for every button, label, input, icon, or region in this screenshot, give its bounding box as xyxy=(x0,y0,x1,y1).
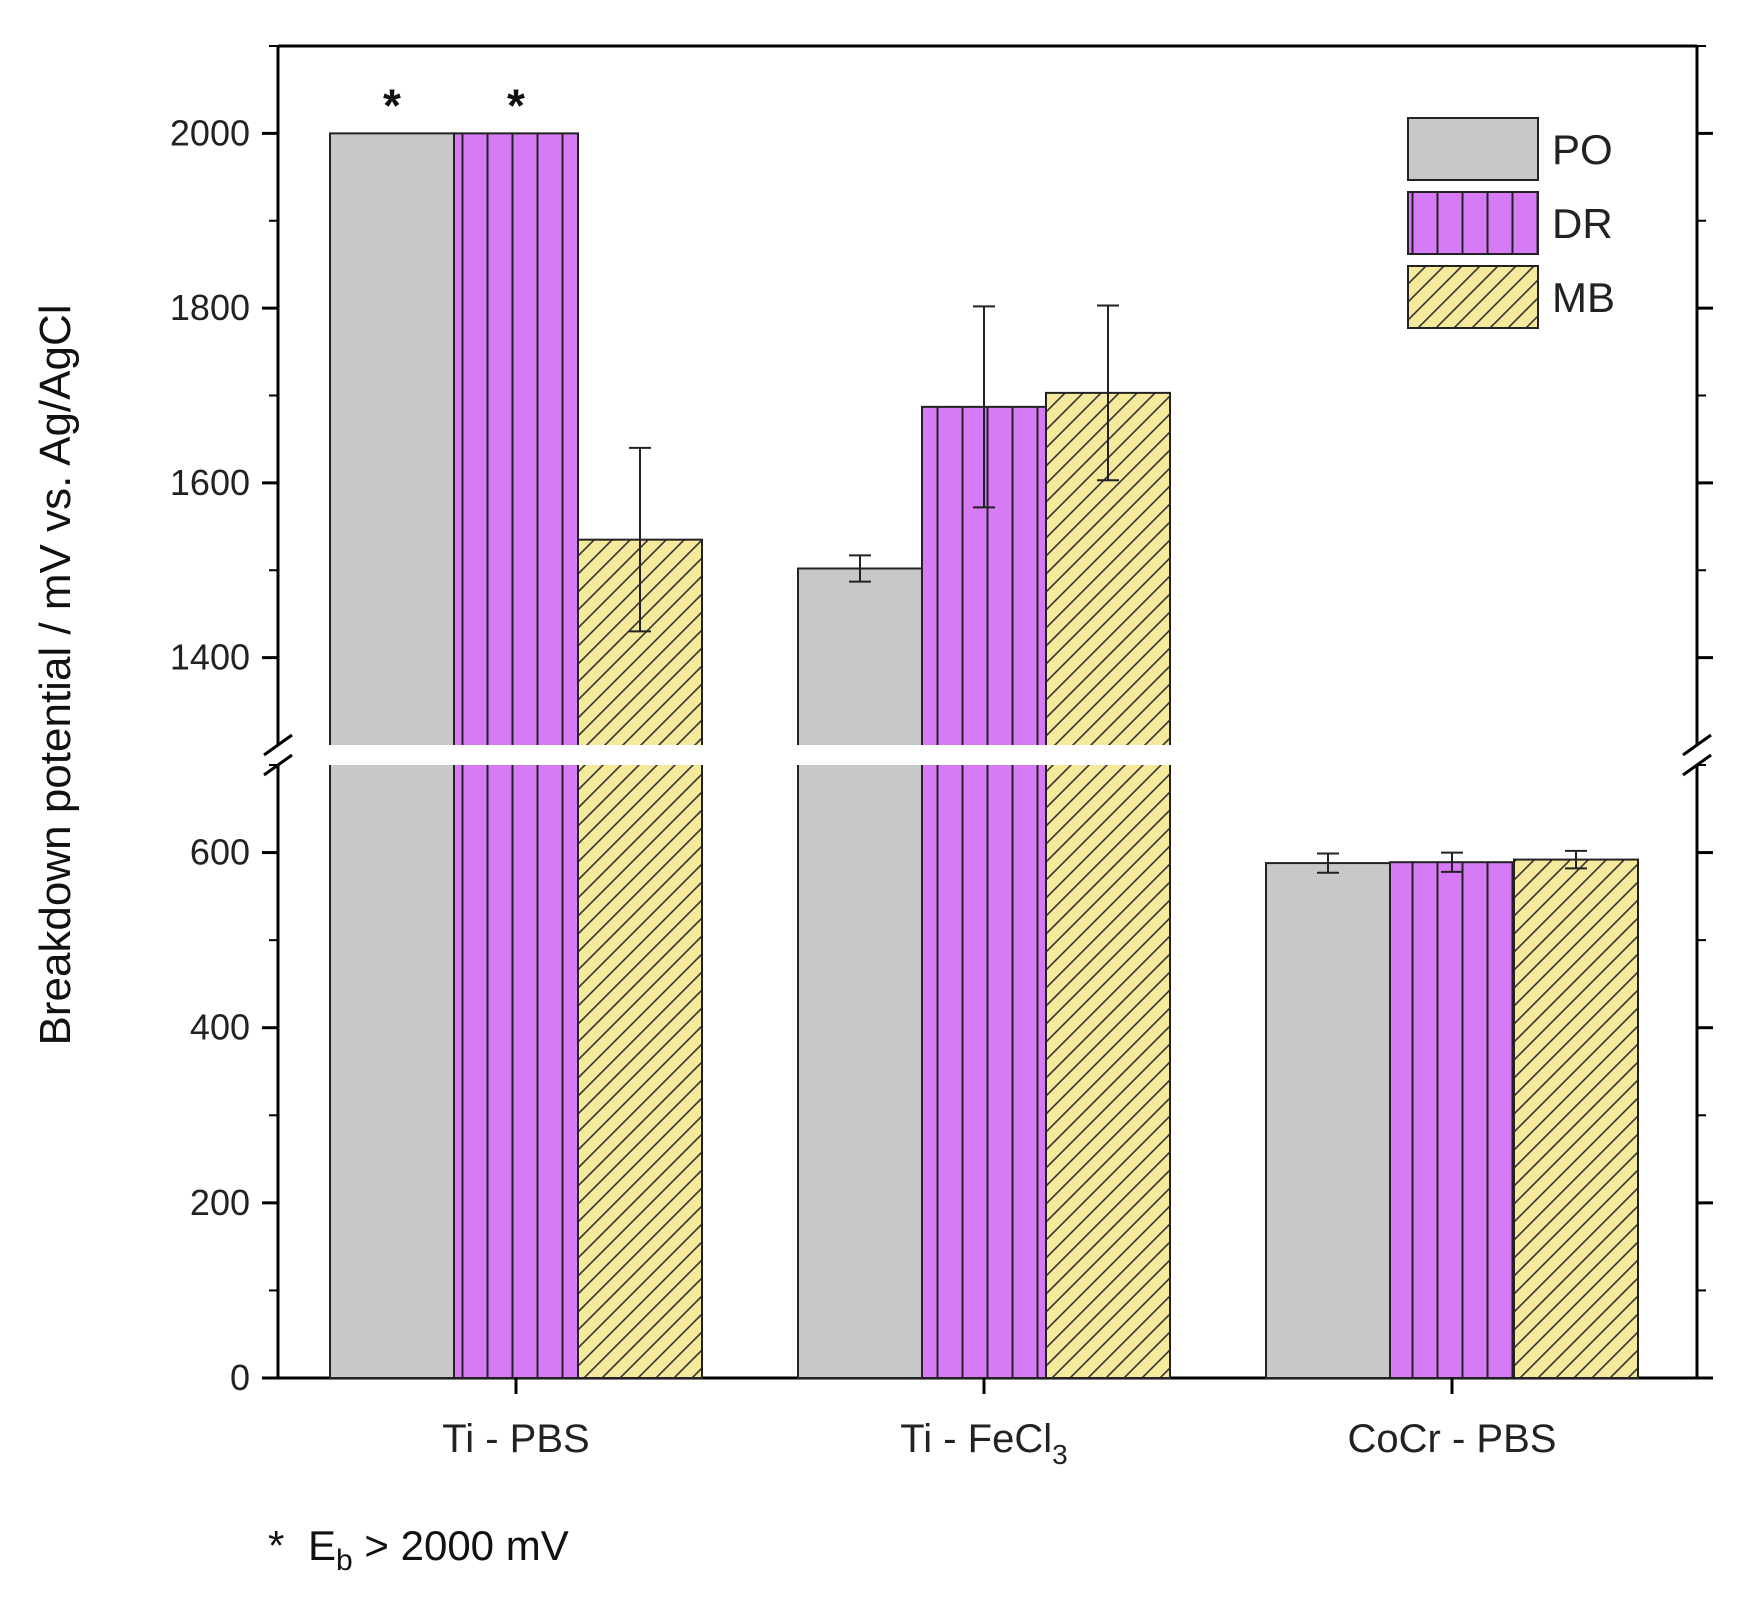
legend-label-mb: MB xyxy=(1552,274,1615,321)
significance-marks: * * xyxy=(383,79,525,131)
ticks-group: 0 200 400 600 1400 1600 1800 2000 xyxy=(170,45,1713,1398)
x-tick-label-subscript-1: 3 xyxy=(1052,1439,1068,1470)
legend-label-po: PO xyxy=(1552,126,1613,173)
bar-dr-1 xyxy=(921,405,1047,1379)
x-tick-label-text-1: Ti - FeCl xyxy=(900,1417,1052,1461)
bar-mb-0 xyxy=(577,538,703,1379)
x-tick-label-0: Ti - PBS xyxy=(442,1417,589,1461)
bar-mb-1 xyxy=(1045,391,1171,1380)
legend-swatch-po xyxy=(1407,117,1539,181)
footnote-star: * xyxy=(268,1522,284,1569)
bar-po-1 xyxy=(797,567,923,1379)
x-tick-label-text-2: CoCr - PBS xyxy=(1348,1417,1557,1461)
legend: PO DR MB xyxy=(1407,117,1615,329)
lower-tick-label-0: 0 xyxy=(230,1357,250,1398)
star-mark-0: * xyxy=(383,79,401,131)
break-band xyxy=(248,745,1727,765)
footnote-subscript: b xyxy=(336,1544,353,1577)
footnote: * Eb > 2000 mV xyxy=(268,1522,569,1577)
legend-label-dr: DR xyxy=(1552,200,1613,247)
bar-po-2 xyxy=(1265,862,1391,1379)
footnote-text: > 2000 mV xyxy=(353,1522,569,1569)
lower-tick-label-200: 200 xyxy=(190,1182,250,1223)
x-tick-label-2: CoCr - PBS xyxy=(1348,1417,1557,1461)
x-tick-label-1: Ti - FeCl3 xyxy=(900,1417,1067,1470)
upper-tick-label-2000: 2000 xyxy=(170,112,250,153)
upper-tick-label-1800: 1800 xyxy=(170,287,250,328)
lower-tick-label-600: 600 xyxy=(190,832,250,873)
axis-break xyxy=(248,733,1727,777)
bar-mb-2 xyxy=(1513,858,1639,1379)
y-axis-title: Breakdown potential / mV vs. Ag/AgCl xyxy=(31,304,80,1045)
bar-dr-2 xyxy=(1389,861,1515,1379)
upper-tick-label-1600: 1600 xyxy=(170,462,250,503)
star-mark-1: * xyxy=(507,79,525,131)
x-tick-labels: Ti - PBS Ti - FeCl3 CoCr - PBS xyxy=(442,1378,1556,1470)
x-tick-label-text-0: Ti - PBS xyxy=(442,1417,589,1461)
error-bars-group xyxy=(629,304,1587,874)
legend-swatch-dr xyxy=(1407,191,1539,255)
footnote-symbol: E xyxy=(308,1522,336,1569)
lower-tick-label-400: 400 xyxy=(190,1007,250,1048)
legend-swatch-mb xyxy=(1407,265,1539,329)
break-mark-right-top xyxy=(1682,733,1712,757)
break-mark-left-top xyxy=(263,733,293,757)
upper-tick-label-1400: 1400 xyxy=(170,637,250,678)
